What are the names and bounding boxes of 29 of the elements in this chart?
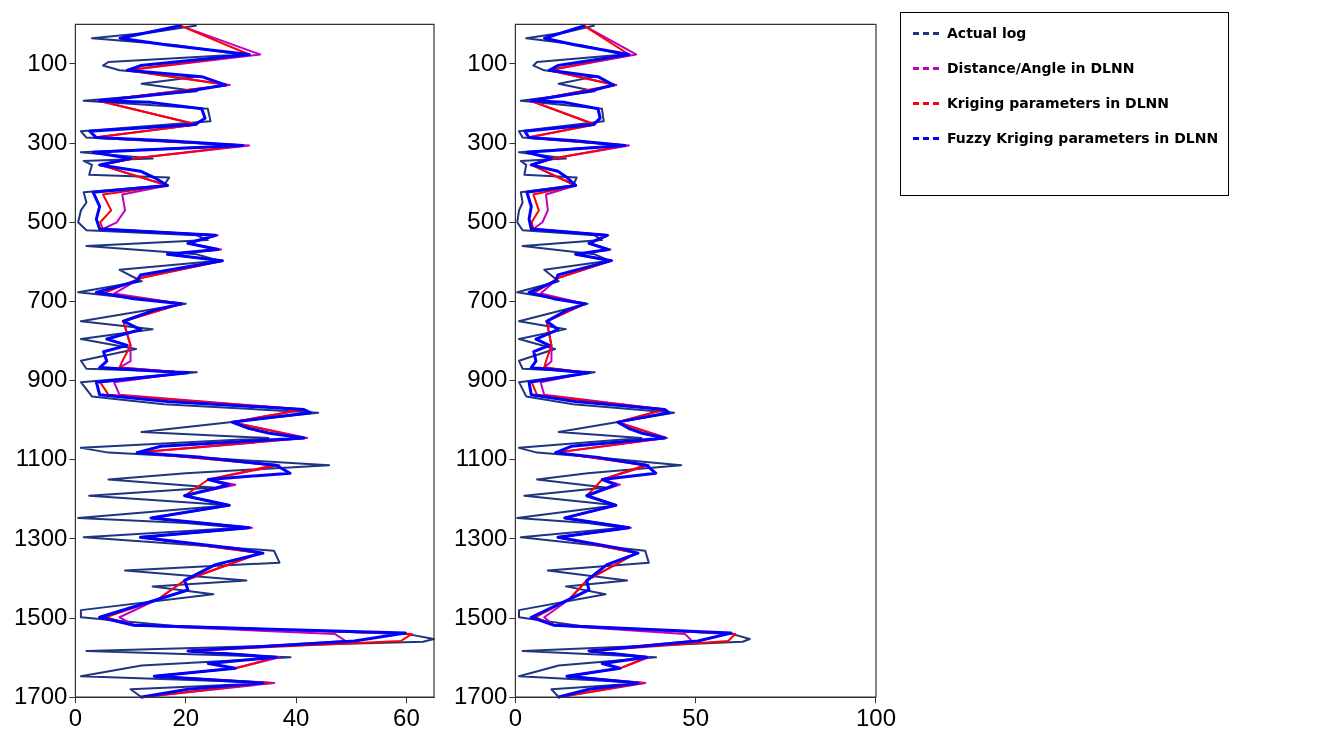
y-tick-label: 1100 — [15, 444, 68, 472]
x-tick-label: 20 — [172, 704, 200, 732]
y-tick-label: 500 — [467, 206, 508, 234]
x-tick-label: 0 — [508, 704, 523, 732]
y-tick-label: 1300 — [454, 523, 508, 551]
legend-label: Kriging parameters in DLNN — [947, 95, 1170, 111]
y-tick-label: 900 — [27, 365, 68, 393]
legend-label: Distance/Angle in DLNN — [947, 60, 1135, 76]
legend-label: Fuzzy Kriging parameters in DLNN — [947, 130, 1219, 146]
y-tick-label: 700 — [467, 286, 508, 314]
x-tick-label: 100 — [855, 704, 896, 732]
y-tick-label: 1300 — [14, 523, 68, 551]
y-tick-label: 300 — [27, 127, 68, 155]
y-tick-label: 500 — [27, 206, 68, 234]
x-tick-label: 40 — [282, 704, 310, 732]
y-tick-label: 1500 — [14, 602, 68, 630]
y-tick-label: 1100 — [455, 444, 508, 472]
y-tick-label: 100 — [27, 48, 68, 76]
y-tick-label: 1500 — [454, 602, 508, 630]
y-tick-label: 700 — [27, 286, 68, 314]
x-tick-label: 60 — [393, 704, 420, 732]
legend-label: Actual log — [947, 25, 1027, 41]
y-tick-label: 1700 — [454, 681, 508, 709]
y-tick-label: 300 — [467, 127, 508, 155]
y-tick-label: 1700 — [14, 681, 68, 709]
x-tick-label: 0 — [68, 704, 83, 732]
y-tick-label: 100 — [467, 48, 508, 76]
x-tick-label: 50 — [682, 704, 710, 732]
y-tick-label: 900 — [467, 365, 508, 393]
